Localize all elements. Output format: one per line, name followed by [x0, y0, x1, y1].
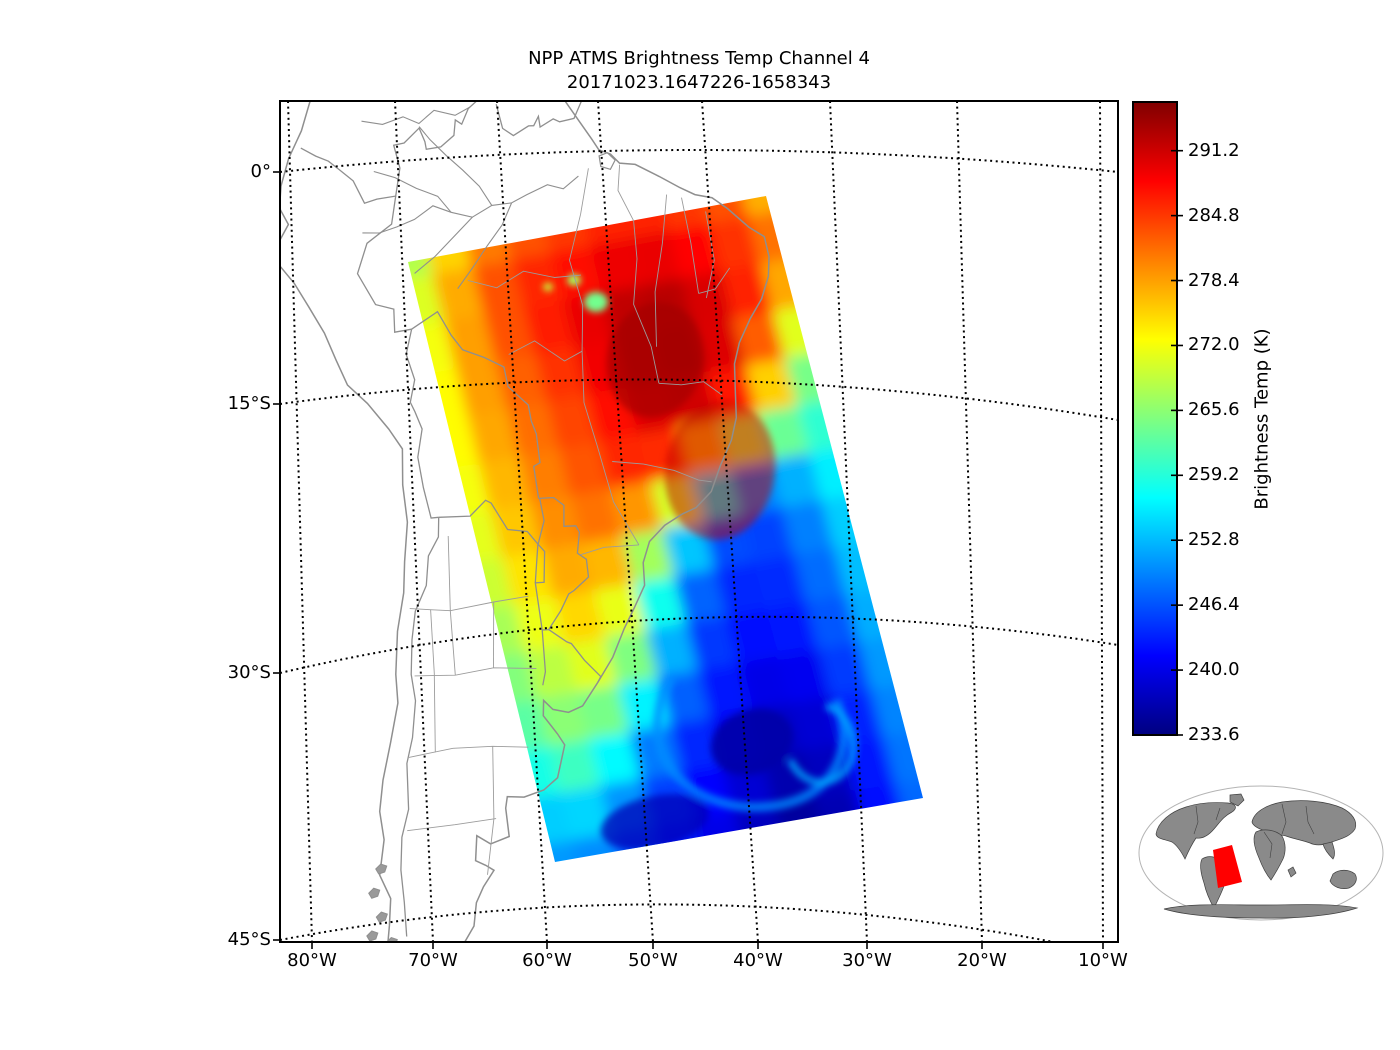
lat-tick-label: 15°S [227, 393, 271, 414]
lon-tick-label: 20°W [957, 950, 1007, 971]
lon-tick-label: 40°W [733, 950, 783, 971]
colorbar-tick-label: 284.8 [1188, 204, 1240, 226]
lon-tick-label: 60°W [522, 950, 572, 971]
lon-tick-label: 80°W [287, 950, 337, 971]
coastline-border-layer [280, 101, 770, 942]
colorbar-tick-label: 278.4 [1188, 269, 1240, 291]
lon-tick-label: 50°W [628, 950, 678, 971]
lat-tick-label: 30°S [227, 662, 271, 683]
inset-swath-footprint [1213, 845, 1242, 888]
lat-tick-label: 45°S [227, 929, 271, 950]
lon-tick-label: 70°W [408, 950, 458, 971]
inset-world-map [1138, 785, 1384, 921]
lon-tick-label: 30°W [842, 950, 892, 971]
graticule-layer [280, 101, 1118, 942]
plot-title: NPP ATMS Brightness Temp Channel 4 [528, 48, 870, 69]
lat-tick-label: 0° [250, 161, 271, 182]
colorbar [1132, 101, 1183, 736]
plot-subtitle-date-range: 20171023.1647226-1658343 [566, 72, 832, 93]
colorbar-tick-label: 252.8 [1188, 529, 1240, 551]
colorbar-tick-label: 246.4 [1188, 594, 1240, 616]
colorbar-tick-label: 272.0 [1188, 334, 1240, 356]
colorbar-tick-label: 259.2 [1188, 464, 1240, 486]
colorbar-tick-label: 240.0 [1188, 659, 1240, 681]
satellite-swath-heatmap [408, 196, 923, 862]
colorbar-tick-label: 265.6 [1188, 399, 1240, 421]
colorbar-tick-label: 291.2 [1188, 139, 1240, 161]
plot-frame [279, 100, 1119, 943]
lon-tick-label: 10°W [1078, 950, 1128, 971]
axis-ticks [273, 171, 1104, 949]
colorbar-tick-label: 233.6 [1188, 724, 1240, 745]
